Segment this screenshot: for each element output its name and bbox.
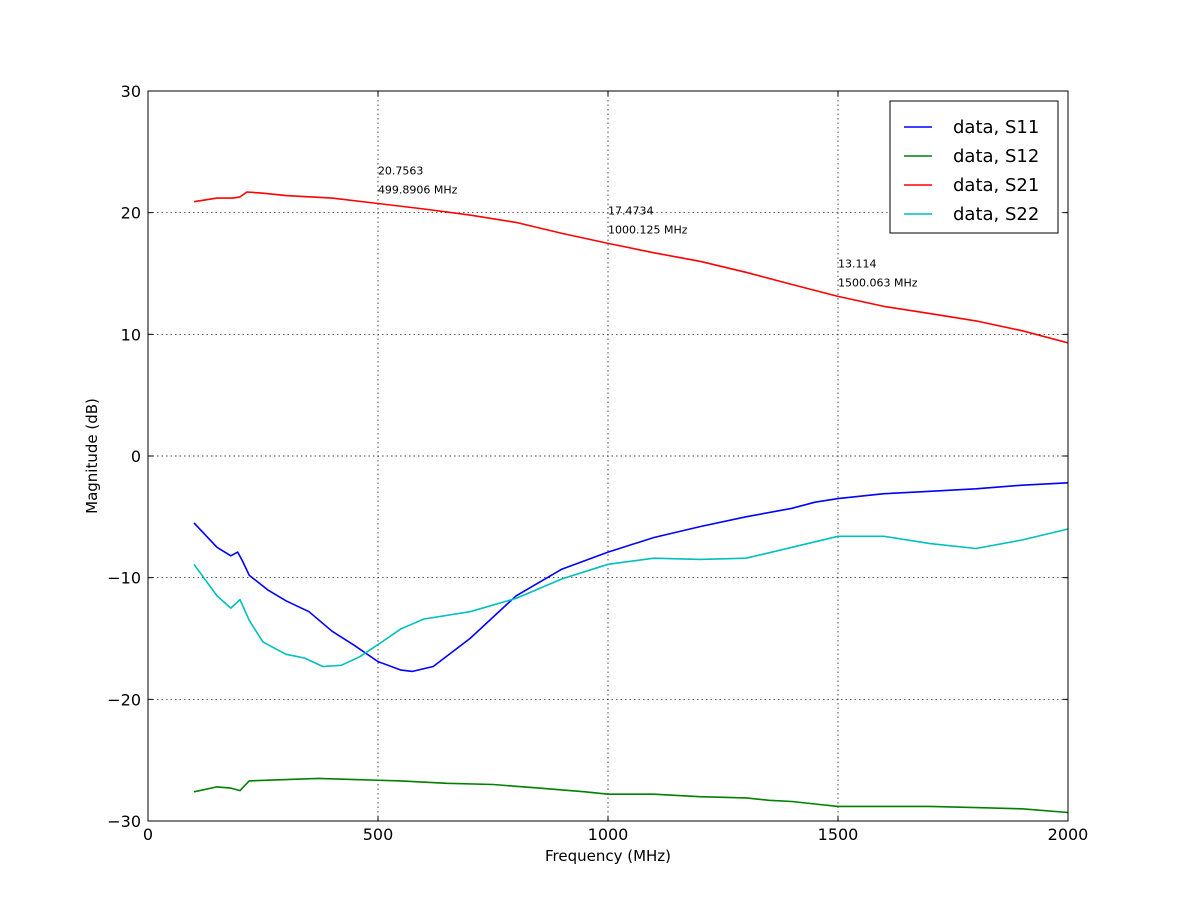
legend-label: data, S22	[953, 204, 1039, 225]
annotation-value: 17.4734	[608, 204, 654, 217]
grid-layer	[148, 91, 1068, 821]
y-tick-label: 20	[121, 204, 141, 223]
annotation-frequency: 499.8906 MHz	[378, 183, 458, 196]
legend: data, S11 data, S12 data, S21 data, S22	[889, 100, 1059, 234]
legend-label: data, S11	[953, 117, 1039, 138]
x-axis-title: Frequency (MHz)	[545, 847, 671, 865]
y-tick-label: 0	[131, 447, 141, 466]
x-tick-label: 1500	[818, 825, 859, 844]
x-tick-label: 2000	[1048, 825, 1089, 844]
y-axis-title: Magnitude (dB)	[83, 398, 101, 514]
legend-label: data, S12	[953, 146, 1039, 167]
annotation-value: 13.114	[838, 257, 877, 270]
y-tick-label: 30	[121, 82, 141, 101]
x-tick-label: 0	[143, 825, 153, 844]
annotation-frequency: 1500.063 MHz	[838, 276, 918, 289]
legend-box	[889, 100, 1059, 234]
x-tick-label: 1000	[588, 825, 629, 844]
series-line-data-s22	[193, 528, 1069, 668]
annotation-layer: 20.7563 499.8906 MHz 17.4734 1000.125 MHz 13…	[378, 164, 918, 289]
series-line-data-s21	[193, 191, 1069, 344]
y-tick-label: −30	[107, 812, 141, 831]
series-line-data-s12	[193, 777, 1069, 814]
tick-layer: 0 500 1000 1500 2000 −30 −20 −10 0 10 20 30	[107, 82, 1088, 844]
series-line-data-s11	[193, 482, 1069, 673]
annotation-frequency: 1000.125 MHz	[608, 223, 688, 236]
y-tick-label: 10	[121, 325, 141, 344]
series-layer	[193, 191, 1069, 814]
x-tick-label: 500	[363, 825, 394, 844]
y-tick-label: −10	[107, 569, 141, 588]
y-tick-label: −20	[107, 690, 141, 709]
legend-label: data, S21	[953, 175, 1039, 196]
annotation-value: 20.7563	[378, 164, 424, 177]
